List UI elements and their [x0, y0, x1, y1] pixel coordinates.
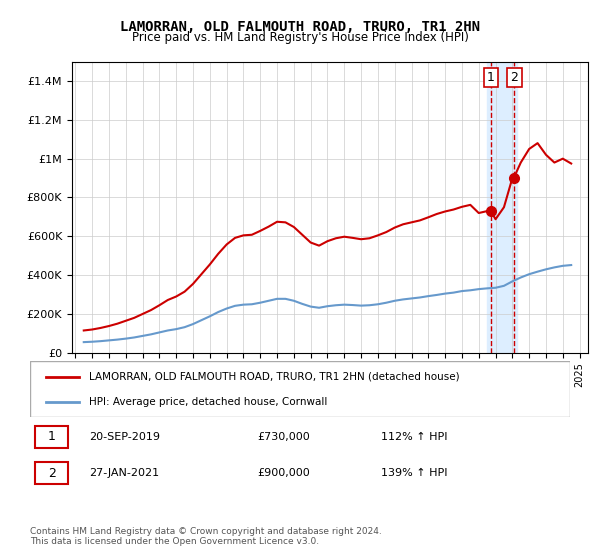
FancyBboxPatch shape: [35, 426, 68, 447]
Bar: [487, 62, 517, 353]
Text: Contains HM Land Registry data © Crown copyright and database right 2024.
This d: Contains HM Land Registry data © Crown c…: [30, 526, 382, 546]
Text: 27-JAN-2021: 27-JAN-2021: [89, 468, 160, 478]
Text: £730,000: £730,000: [257, 432, 310, 442]
Text: 1: 1: [487, 71, 495, 83]
Text: 20-SEP-2019: 20-SEP-2019: [89, 432, 160, 442]
Text: 2: 2: [511, 71, 518, 83]
Text: £900,000: £900,000: [257, 468, 310, 478]
Text: LAMORRAN, OLD FALMOUTH ROAD, TRURO, TR1 2HN: LAMORRAN, OLD FALMOUTH ROAD, TRURO, TR1 …: [120, 20, 480, 34]
FancyBboxPatch shape: [30, 361, 570, 417]
Text: 139% ↑ HPI: 139% ↑ HPI: [381, 468, 448, 478]
FancyBboxPatch shape: [35, 462, 68, 484]
Text: 1: 1: [47, 430, 56, 444]
Text: Price paid vs. HM Land Registry's House Price Index (HPI): Price paid vs. HM Land Registry's House …: [131, 31, 469, 44]
Text: LAMORRAN, OLD FALMOUTH ROAD, TRURO, TR1 2HN (detached house): LAMORRAN, OLD FALMOUTH ROAD, TRURO, TR1 …: [89, 372, 460, 382]
Text: 2: 2: [47, 466, 56, 480]
Text: 112% ↑ HPI: 112% ↑ HPI: [381, 432, 448, 442]
Text: HPI: Average price, detached house, Cornwall: HPI: Average price, detached house, Corn…: [89, 396, 328, 407]
